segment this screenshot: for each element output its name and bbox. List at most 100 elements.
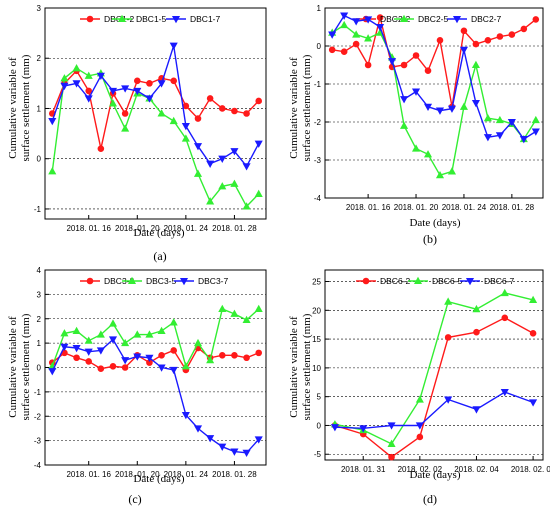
y-tick-label: 15 [312,335,321,344]
data-point [85,358,93,365]
y-tick-label: 0 [317,42,322,51]
data-point [532,16,540,23]
data-point [157,364,166,372]
data-point [415,422,424,430]
data-point [496,33,504,40]
y-axis-title-line1: Cumulative variable of [288,316,300,418]
data-point [145,354,154,362]
data-point [96,72,105,81]
legend-marker [127,276,137,285]
x-tick-label: 2018. 01. 16 [66,224,111,233]
data-point [435,107,445,115]
y-tick-label: -1 [34,388,42,397]
data-point [121,110,129,117]
series-line [334,317,534,458]
data-point [471,99,480,108]
x-axis-title: Date (days) [133,227,184,239]
y-tick-label: -3 [34,437,42,446]
y-axis-title-line2: surface settlement (mm) [301,54,313,161]
data-point [328,31,337,39]
data-point [193,338,203,347]
y-axis-title-line2: surface settlement (mm) [20,54,32,161]
data-point [133,330,142,338]
data-point [193,169,203,177]
data-point [158,352,165,359]
data-point [146,80,153,87]
y-axis-title-line1: Cumulative variable of [7,57,19,159]
data-point [85,87,93,95]
data-point [423,103,433,112]
data-point [72,344,81,353]
y-tick-label: 2 [37,54,42,63]
legend-marker [86,15,94,23]
data-point [416,433,424,441]
data-point [500,389,509,397]
data-point [193,425,203,433]
data-point [364,34,373,42]
y-tick-label: -1 [34,205,42,214]
data-point [121,364,129,371]
data-point [388,453,395,461]
data-point [243,354,250,362]
data-point [531,115,540,124]
data-point [181,411,190,420]
data-point [231,352,238,359]
data-point [96,330,105,338]
chart-panel-c: 4 3 2 1 0 -1 -2 -3 -4 2018. 01. 16 2018. 01. 20 201… [7,266,267,506]
data-point [400,96,409,104]
data-point [206,197,215,205]
data-point [242,449,251,458]
x-tick-label: 2018. 01. 20 [115,224,160,233]
data-point [96,347,105,355]
data-point [218,105,226,112]
data-point [169,318,178,326]
data-point [444,334,452,341]
data-point [48,167,57,175]
data-point [254,304,263,313]
y-tick-label: 0 [37,364,42,373]
data-point [520,25,528,33]
data-point [194,115,202,122]
data-point [484,37,492,44]
y-tick-label: -3 [314,156,322,165]
panel-label: (a) [153,249,166,263]
y-tick-label: 3 [37,290,42,299]
y-tick-label: -4 [314,194,322,203]
series-DBC3-2 [48,344,263,374]
data-point [218,352,226,359]
x-tick-label: 2018. 01. 20 [394,203,439,212]
data-point [387,439,396,447]
series-DBC1-7 [48,42,263,171]
data-point [444,297,453,305]
data-point [230,309,239,317]
y-tick-label: 1 [37,104,42,113]
x-tick-label: 2018. 01. 24 [442,203,487,212]
data-point [460,27,468,35]
data-point [121,357,130,365]
series-DBC6-7 [330,389,538,433]
data-point [330,424,339,432]
data-point [121,338,130,347]
series-DBC2-2 [328,14,540,111]
x-axis-title: Date (days) [409,469,460,481]
panel-label: (b) [423,232,437,246]
data-point [495,132,504,140]
data-point [495,115,504,124]
y-tick-label: 4 [37,266,42,275]
data-point [388,58,397,66]
data-point [483,134,492,142]
x-tick-label: 2018. 01. 24 [164,470,209,479]
legend-label: DBC2-7 [471,14,502,24]
data-point [471,60,480,69]
legend-label: DBC1-7 [190,14,221,24]
series-line [334,391,534,430]
data-point [145,95,154,103]
data-point [242,202,251,210]
data-point [531,128,540,136]
data-point [157,80,166,88]
data-point [254,140,263,148]
data-point [84,336,93,344]
data-point [359,425,368,433]
x-tick-label: 2018. 01. 16 [346,203,391,212]
